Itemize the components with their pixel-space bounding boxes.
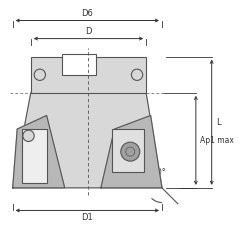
Text: Ap1 max: Ap1 max [200,136,234,145]
FancyBboxPatch shape [62,54,96,75]
Circle shape [121,142,140,161]
Circle shape [132,69,143,80]
Polygon shape [101,115,162,188]
Circle shape [23,130,34,142]
Text: L: L [216,118,221,127]
Polygon shape [13,115,65,188]
FancyBboxPatch shape [22,129,47,183]
Text: 90°: 90° [153,168,167,176]
FancyBboxPatch shape [112,129,144,172]
Polygon shape [13,93,162,188]
Circle shape [34,69,46,80]
Text: D1: D1 [81,213,93,222]
Text: D: D [85,27,92,36]
FancyBboxPatch shape [31,57,146,93]
Text: D6: D6 [81,9,93,18]
